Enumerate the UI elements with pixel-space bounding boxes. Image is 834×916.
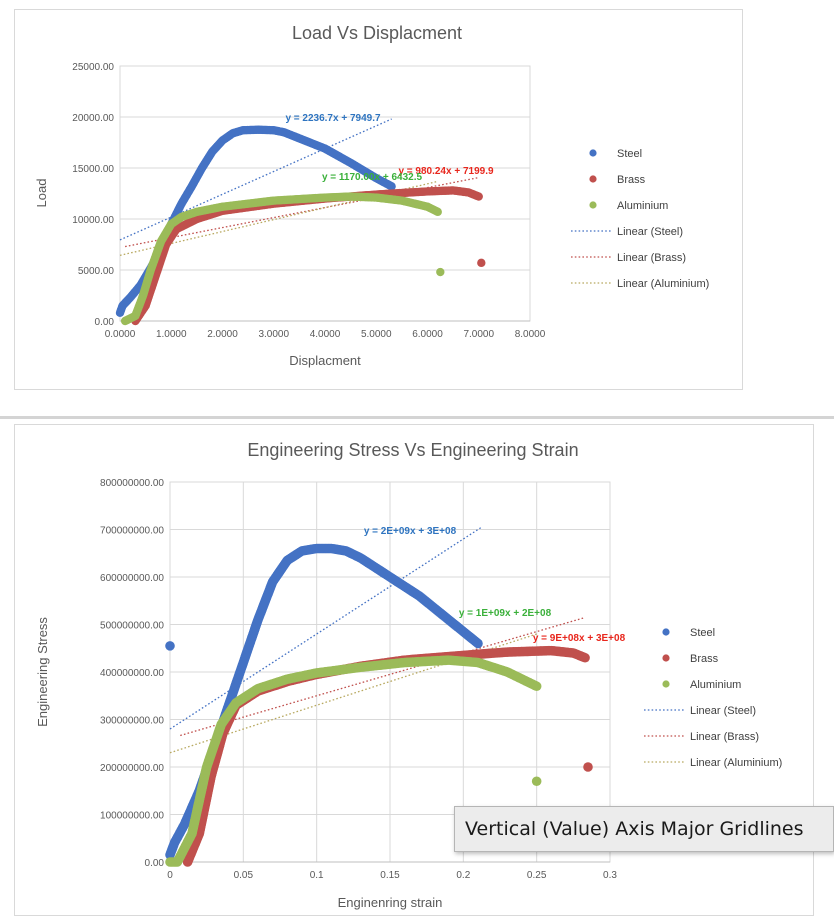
trendline-equation: y = 980.24x + 7199.9 — [398, 166, 494, 177]
data-points — [115, 125, 486, 326]
y-tick-label: 100000000.00 — [100, 811, 164, 822]
outlier-point — [583, 762, 593, 772]
data-point — [473, 638, 483, 649]
legend-marker-brass — [662, 654, 670, 662]
axis-ticks: 0.00 5000.00 10000.00 15000.00 20000.00 25000… — [72, 62, 545, 340]
legend-label: Linear (Aluminium) — [617, 278, 709, 290]
y-tick-label: 700000000.00 — [100, 526, 164, 537]
y-tick-label: 25000.00 — [72, 62, 114, 73]
x-axis-label: Enginenring strain — [338, 895, 443, 910]
chart-title: Engineering Stress Vs Engineering Strain — [247, 440, 578, 460]
legend-label: Brass — [690, 653, 719, 665]
y-tick-label: 800000000.00 — [100, 478, 164, 489]
x-tick-label: 0.05 — [234, 870, 254, 881]
x-tick-label: 0.1 — [310, 870, 324, 881]
legend-label: Aluminium — [617, 200, 668, 212]
trendline-equation: y = 2E+09x + 3E+08 — [364, 526, 457, 537]
y-tick-label: 20000.00 — [72, 113, 114, 124]
data-points — [165, 543, 593, 867]
x-tick-label: 3.0000 — [258, 329, 289, 340]
y-axis-label: Load — [34, 179, 49, 208]
legend-label: Linear (Steel) — [617, 226, 683, 238]
x-axis-label: Displacment — [289, 353, 361, 368]
y-tick-label: 200000000.00 — [100, 763, 164, 774]
data-point — [580, 652, 590, 663]
chart-title: Load Vs Displacment — [292, 23, 462, 43]
x-tick-label: 0.0000 — [105, 329, 136, 340]
legend-label: Brass — [617, 174, 646, 186]
trendline-linear-steel — [119, 118, 392, 241]
legend-marker-aluminium — [662, 680, 670, 688]
x-tick-label: 1.0000 — [156, 329, 187, 340]
y-tick-label: 400000000.00 — [100, 668, 164, 679]
y-tick-label: 15000.00 — [72, 164, 114, 175]
trendline-equation: y = 1E+09x + 2E+08 — [459, 608, 552, 619]
x-tick-label: 2.0000 — [207, 329, 238, 340]
y-tick-label: 0.00 — [95, 317, 115, 328]
y-tick-label: 300000000.00 — [100, 716, 164, 727]
outlier-point — [531, 776, 542, 787]
legend-marker-brass — [589, 175, 597, 183]
outlier-point — [477, 258, 486, 268]
legend-label: Linear (Brass) — [617, 252, 686, 264]
y-axis-label: Engineering Stress — [35, 617, 50, 727]
x-tick-label: 5.0000 — [361, 329, 392, 340]
x-tick-label: 0.2 — [456, 870, 470, 881]
legend-marker-steel — [589, 149, 597, 157]
data-point — [433, 207, 442, 217]
series-aluminium — [120, 192, 445, 326]
y-tick-label: 5000.00 — [78, 266, 115, 277]
axis-ticks: 0.00 100000000.00 200000000.00 300000000.00… — [100, 478, 617, 881]
data-point — [531, 681, 542, 692]
outlier-point — [165, 641, 175, 651]
gridlines-tooltip: Vertical (Value) Axis Major Gridlines — [454, 806, 834, 852]
series-aluminium — [165, 655, 542, 867]
legend-label: Steel — [690, 627, 715, 639]
legend-label: Steel — [617, 148, 642, 160]
trendlines — [169, 527, 586, 754]
trendline-equation: y = 9E+08x + 3E+08 — [533, 633, 626, 644]
x-tick-label: 4.0000 — [310, 329, 341, 340]
trendline-linear-aluminium — [119, 180, 438, 257]
trendline-equation: y = 2236.7x + 7949.7 — [285, 113, 381, 124]
x-tick-label: 0 — [167, 870, 173, 881]
legend-marker-aluminium — [589, 201, 597, 209]
x-tick-label: 7.0000 — [463, 329, 494, 340]
y-tick-label: 10000.00 — [72, 215, 114, 226]
x-tick-label: 0.3 — [603, 870, 617, 881]
data-point — [387, 182, 396, 191]
trendline-linear-steel — [169, 527, 482, 730]
x-tick-label: 0.15 — [380, 870, 400, 881]
trend-equations: y = 2236.7x + 7949.7 y = 980.24x + 7199.9… — [285, 113, 494, 183]
y-tick-label: 0.00 — [145, 858, 165, 869]
x-tick-label: 6.0000 — [412, 329, 443, 340]
chart-legend[interactable]: Steel Brass Aluminium Linear (Steel) Linear … — [571, 148, 709, 290]
sheet-divider — [0, 416, 834, 419]
x-tick-label: 8.0000 — [515, 329, 546, 340]
x-tick-label: 0.25 — [527, 870, 547, 881]
chart-legend[interactable]: Steel Brass Aluminium Linear (Steel) Linear … — [644, 627, 782, 769]
legend-marker-steel — [662, 628, 670, 636]
data-point — [474, 192, 483, 201]
legend-label: Linear (Brass) — [690, 731, 759, 743]
trend-equations: y = 2E+09x + 3E+08 y = 9E+08x + 3E+08 y = … — [364, 526, 626, 644]
trendline-equation: y = 1170.00x + 6432.5 — [322, 172, 423, 183]
legend-label: Aluminium — [690, 679, 741, 691]
legend-label: Linear (Steel) — [690, 705, 756, 717]
y-tick-label: 600000000.00 — [100, 573, 164, 584]
y-tick-label: 500000000.00 — [100, 621, 164, 632]
legend-label: Linear (Aluminium) — [690, 757, 782, 769]
outlier-point — [436, 267, 445, 277]
